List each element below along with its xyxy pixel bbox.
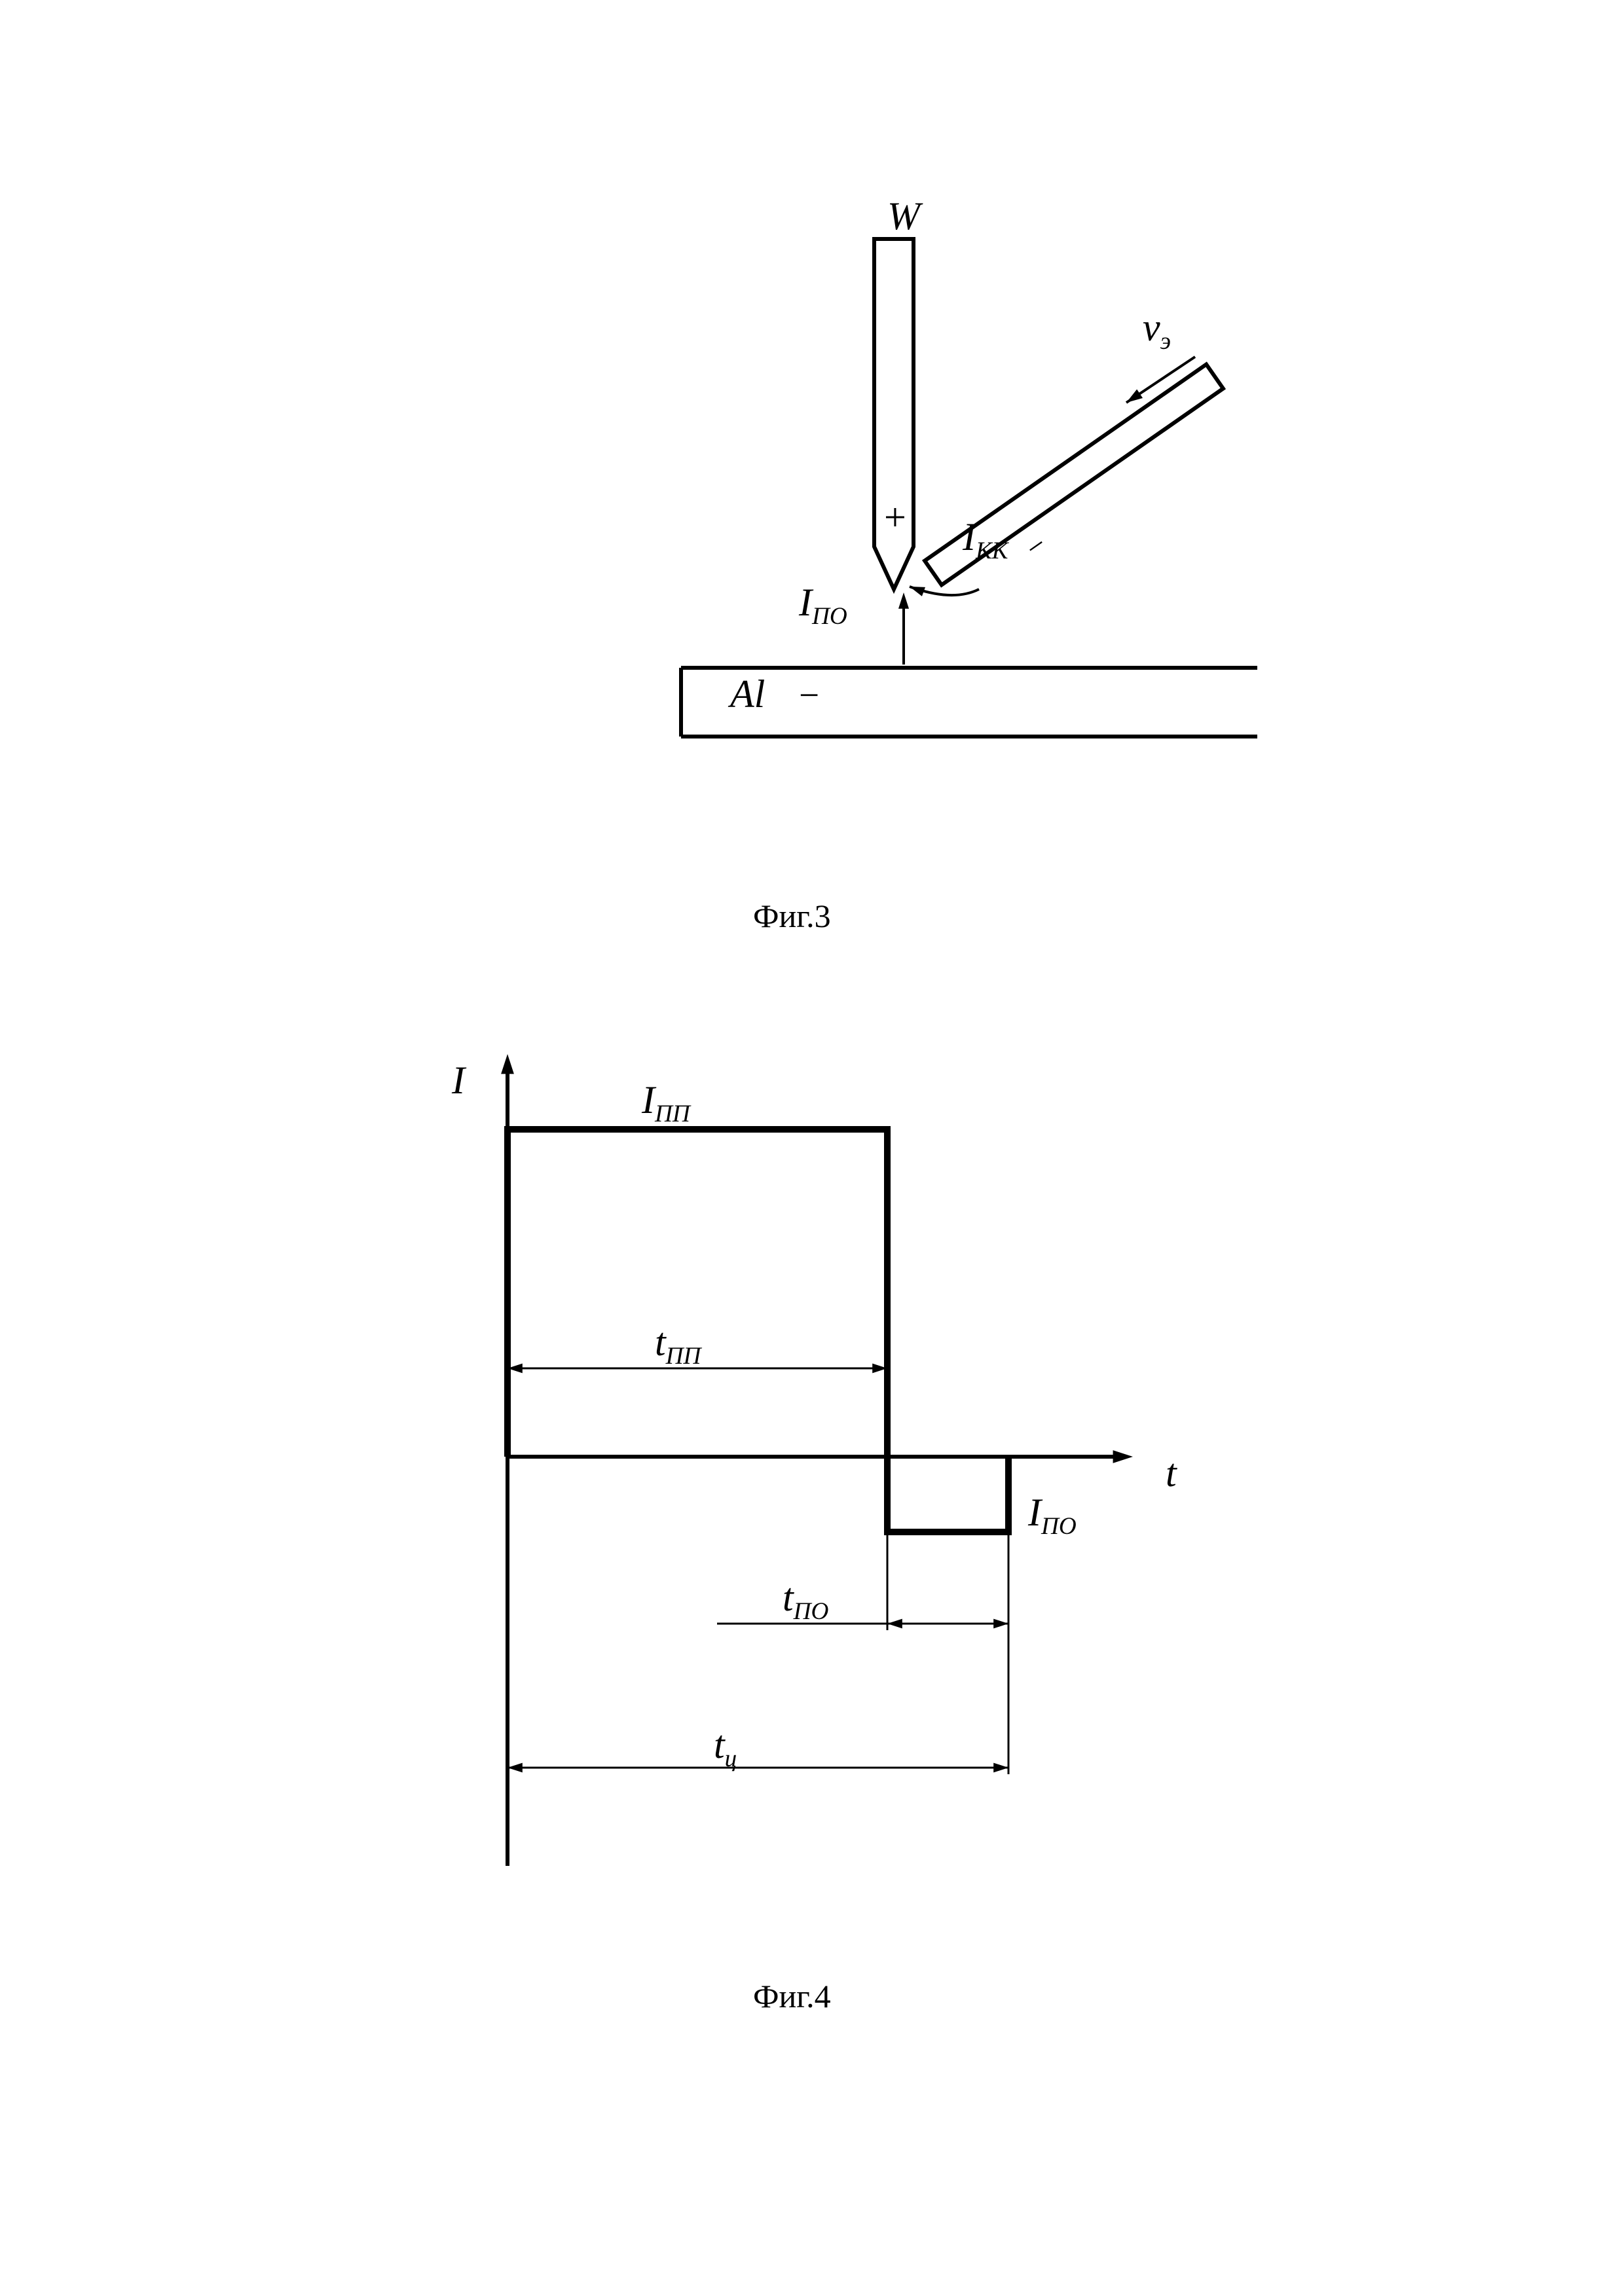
svg-text:IКК: IКК bbox=[962, 515, 1010, 564]
svg-text:W: W bbox=[887, 196, 923, 238]
svg-text:tПП: tПП bbox=[655, 1321, 703, 1370]
svg-text:−: − bbox=[799, 675, 819, 715]
page: Wvэ+IККIПОAl−− Фиг.3 ItIППIПОtППtПОtц Фи… bbox=[0, 0, 1624, 2296]
fig3-caption: Фиг.3 bbox=[753, 897, 831, 935]
svg-text:tПО: tПО bbox=[783, 1576, 828, 1625]
svg-text:I: I bbox=[451, 1059, 467, 1102]
svg-text:−: − bbox=[1019, 527, 1054, 566]
fig4-caption: Фиг.4 bbox=[753, 1977, 831, 2015]
svg-text:+: + bbox=[884, 496, 906, 539]
svg-text:IПО: IПО bbox=[1027, 1491, 1077, 1540]
svg-text:IПО: IПО bbox=[798, 581, 847, 630]
fig4-diagram: It IПП IПО tПП tПО tц bbox=[393, 1028, 1277, 1931]
svg-text:vэ: vэ bbox=[1143, 306, 1171, 355]
svg-text:t: t bbox=[1166, 1451, 1177, 1495]
svg-text:Al: Al bbox=[728, 672, 765, 716]
svg-text:IПП: IПП bbox=[641, 1078, 692, 1127]
svg-text:tц: tц bbox=[714, 1723, 737, 1772]
fig3-diagram: Wvэ+IККIПОAl−− bbox=[341, 196, 1257, 851]
